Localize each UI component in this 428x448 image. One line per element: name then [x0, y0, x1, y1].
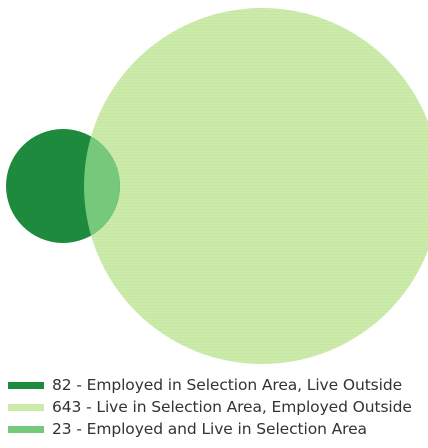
legend-item-employed-live-outside: 82 - Employed in Selection Area, Live Ou…	[8, 374, 424, 396]
legend-swatch	[8, 425, 44, 433]
legend-label: 643 - Live in Selection Area, Employed O…	[52, 398, 412, 416]
legend-item-live-employed-outside: 643 - Live in Selection Area, Employed O…	[8, 396, 424, 418]
legend-swatch	[8, 381, 44, 389]
venn-diagram	[6, 8, 428, 364]
legend-swatch	[8, 403, 44, 411]
legend: 82 - Employed in Selection Area, Live Ou…	[8, 374, 424, 440]
circle-live-in-selection-area	[84, 8, 428, 364]
legend-item-employed-and-live: 23 - Employed and Live in Selection Area	[8, 418, 424, 440]
legend-label: 82 - Employed in Selection Area, Live Ou…	[52, 376, 403, 394]
legend-label: 23 - Employed and Live in Selection Area	[52, 420, 367, 438]
